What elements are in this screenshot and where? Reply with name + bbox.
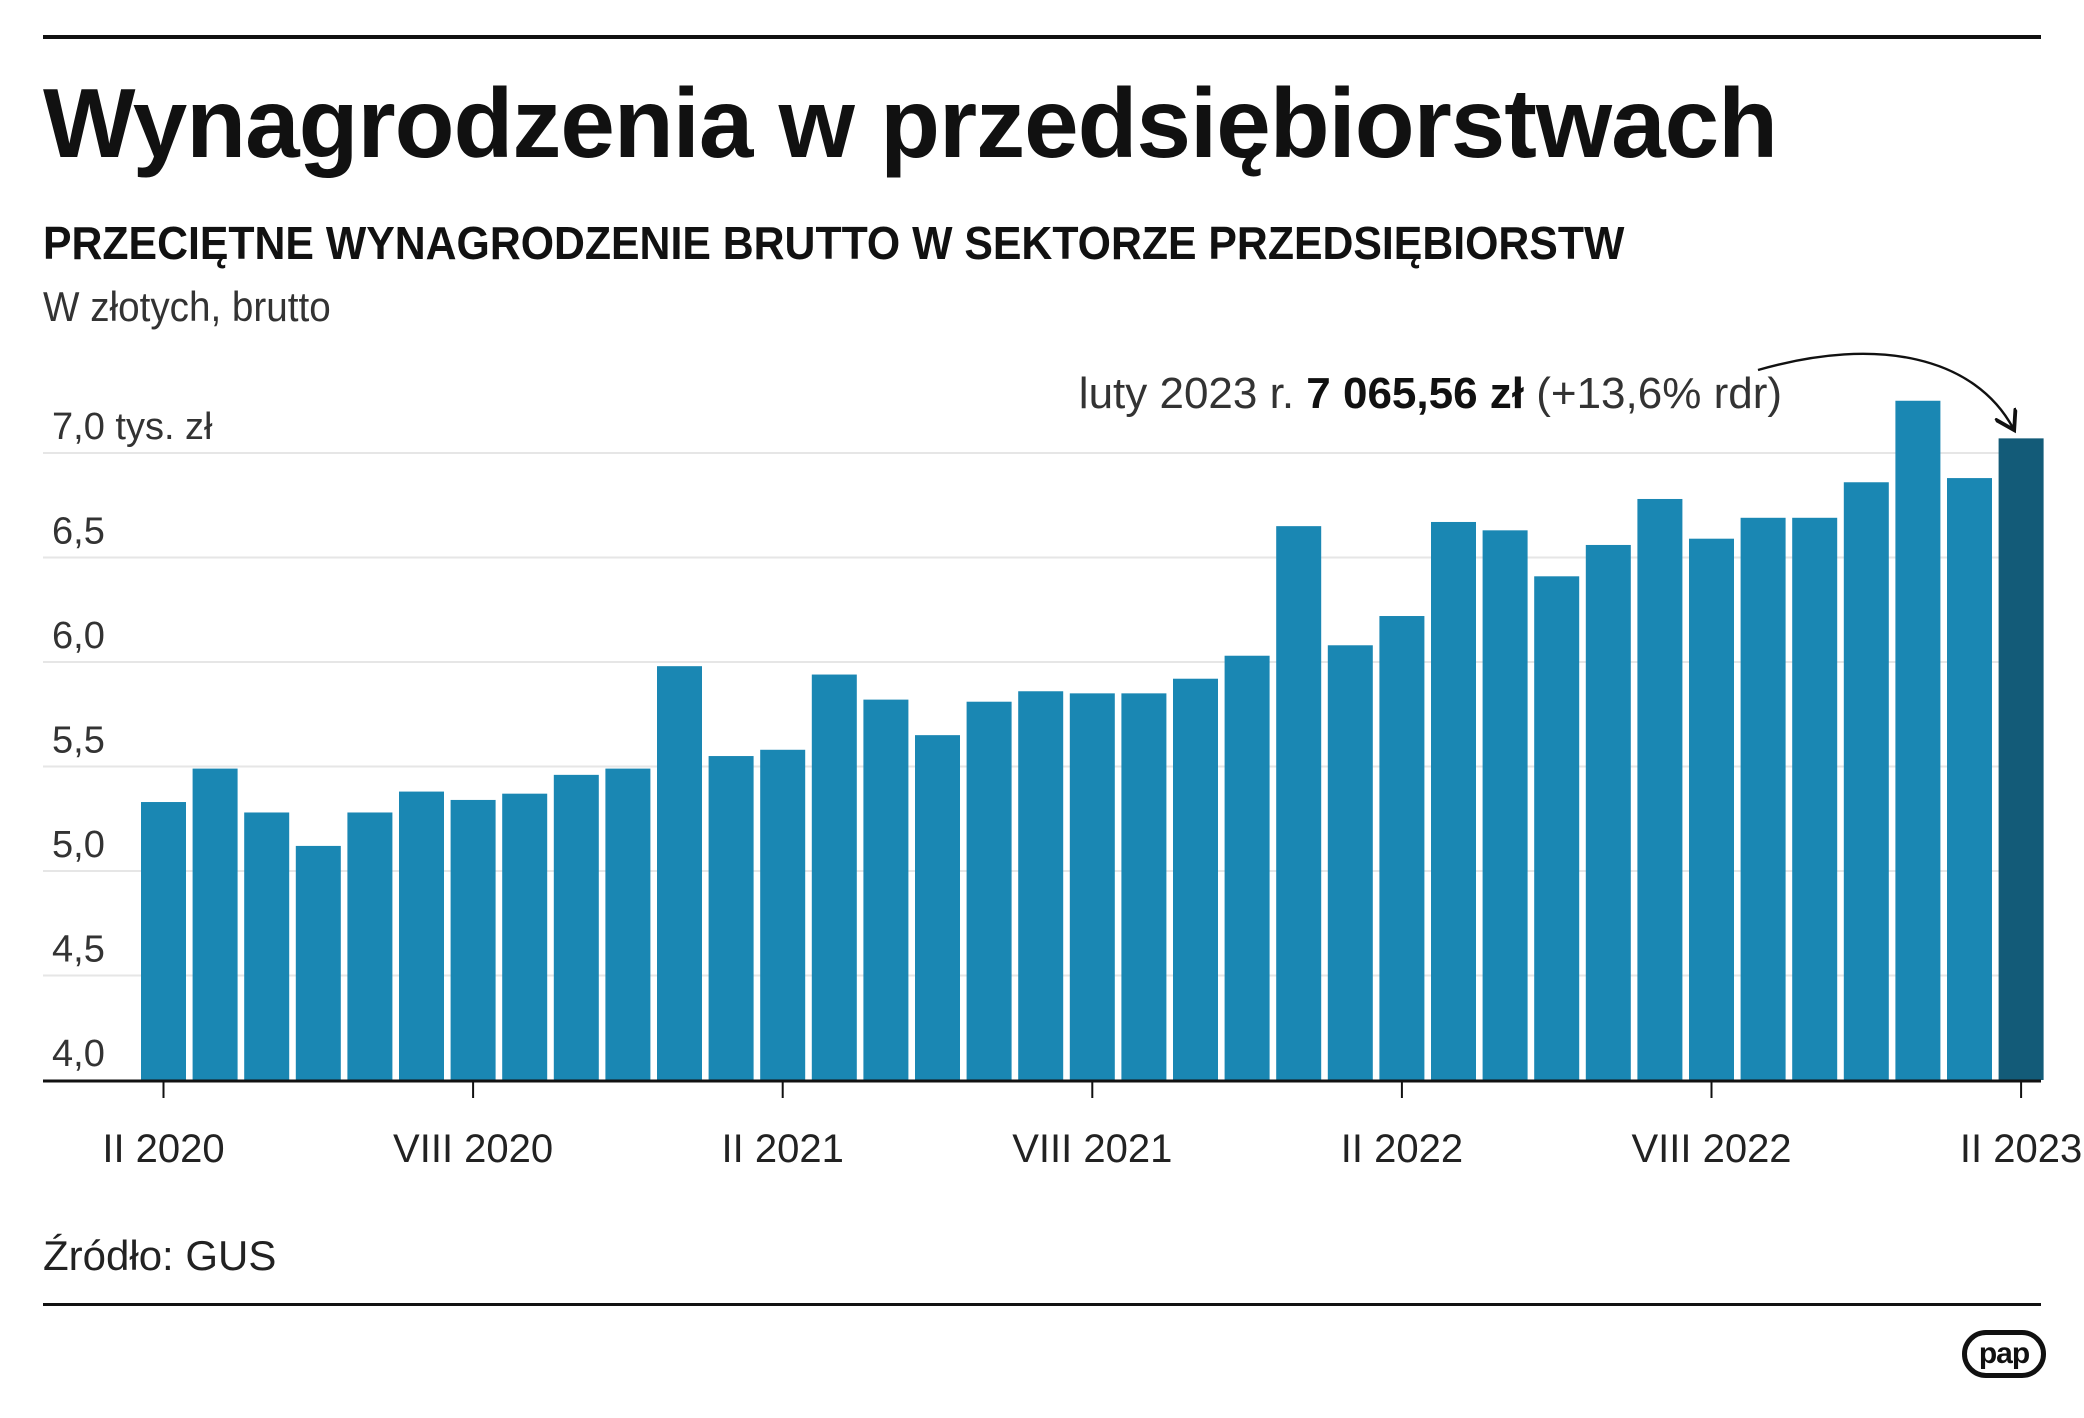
bar <box>811 674 857 1080</box>
y-tick-label: 6,0 <box>52 615 105 657</box>
bar <box>1534 576 1580 1080</box>
bar <box>863 699 909 1080</box>
bar <box>1431 521 1476 1080</box>
y-axis-labels: 4,0 4,5 5,0 5,5 6,0 6,5 7,0 tys. zł <box>52 406 213 1075</box>
x-tick-label: II 2022 <box>1341 1127 1463 1171</box>
bar <box>708 756 754 1080</box>
bar <box>1585 544 1631 1080</box>
x-tick-label: VIII 2022 <box>1631 1127 1791 1171</box>
pap-logo-text: pap <box>1978 1337 2030 1370</box>
x-tick-label: II 2023 <box>1960 1127 2082 1171</box>
annotation-arrow <box>1757 352 2013 428</box>
top-rule <box>43 35 2041 39</box>
bar <box>1689 538 1734 1080</box>
page-title: Wynagrodzenia w przedsiębiorstwach <box>43 68 1778 178</box>
x-tick-label: VIII 2021 <box>1012 1127 1172 1171</box>
annotation: luty 2023 r. 7 065,56 zł (+13,6% rdr) <box>1079 352 2013 428</box>
bar <box>1173 678 1218 1080</box>
bar <box>1069 693 1115 1080</box>
bar <box>450 799 496 1080</box>
annotation-text: luty 2023 r. 7 065,56 zł (+13,6% rdr) <box>1079 369 1782 418</box>
bar <box>1998 438 2044 1080</box>
unit-label: W złotych, brutto <box>43 283 331 330</box>
x-axis <box>43 1079 2041 1098</box>
y-tick-label: 6,5 <box>52 511 105 553</box>
bar <box>657 666 702 1080</box>
bar <box>295 845 341 1080</box>
bar <box>1895 400 1941 1080</box>
bar <box>399 791 444 1080</box>
bottom-rule <box>43 1303 2041 1306</box>
bar <box>1379 616 1425 1080</box>
x-axis-labels: II 2020 VIII 2020 II 2021 VIII 2021 II 2022 V… <box>102 1127 2082 1171</box>
bar <box>192 768 238 1080</box>
bar <box>915 735 960 1080</box>
y-tick-label: 7,0 tys. zł <box>52 406 213 448</box>
bar <box>1947 478 1992 1081</box>
bar <box>1740 517 1786 1080</box>
annotation-suffix: (+13,6% rdr) <box>1524 369 1782 418</box>
bar <box>553 774 599 1080</box>
annotation-value: 7 065,56 zł <box>1306 369 1524 418</box>
bar <box>244 812 290 1080</box>
bar <box>1843 482 1889 1080</box>
pap-logo: pap <box>1962 1330 2046 1378</box>
bar <box>1327 645 1373 1080</box>
chart-subtitle: PRZECIĘTNE WYNAGRODZENIE BRUTTO W SEKTOR… <box>43 217 1625 269</box>
bar <box>1482 530 1528 1080</box>
bar <box>141 802 186 1080</box>
y-tick-label: 5,5 <box>52 720 105 762</box>
bar <box>1224 655 1270 1080</box>
bar <box>760 749 806 1080</box>
bar <box>1637 498 1683 1081</box>
x-tick-label: II 2020 <box>102 1127 224 1171</box>
bar <box>502 793 548 1080</box>
bars <box>141 400 2044 1081</box>
source-note: Źródło: GUS <box>43 1232 277 1279</box>
bar <box>966 701 1012 1080</box>
bar <box>1121 693 1167 1080</box>
bar <box>347 812 393 1080</box>
bar <box>1792 517 1838 1080</box>
bar <box>605 768 651 1080</box>
y-tick-label: 5,0 <box>52 824 105 866</box>
bar <box>1276 526 1322 1080</box>
x-tick-label: II 2021 <box>722 1127 844 1171</box>
x-tick-label: VIII 2020 <box>393 1127 553 1171</box>
bar <box>1018 691 1064 1080</box>
y-tick-label: 4,5 <box>52 929 105 971</box>
annotation-prefix: luty 2023 r. <box>1079 369 1306 418</box>
y-tick-label: 4,0 <box>52 1033 105 1075</box>
